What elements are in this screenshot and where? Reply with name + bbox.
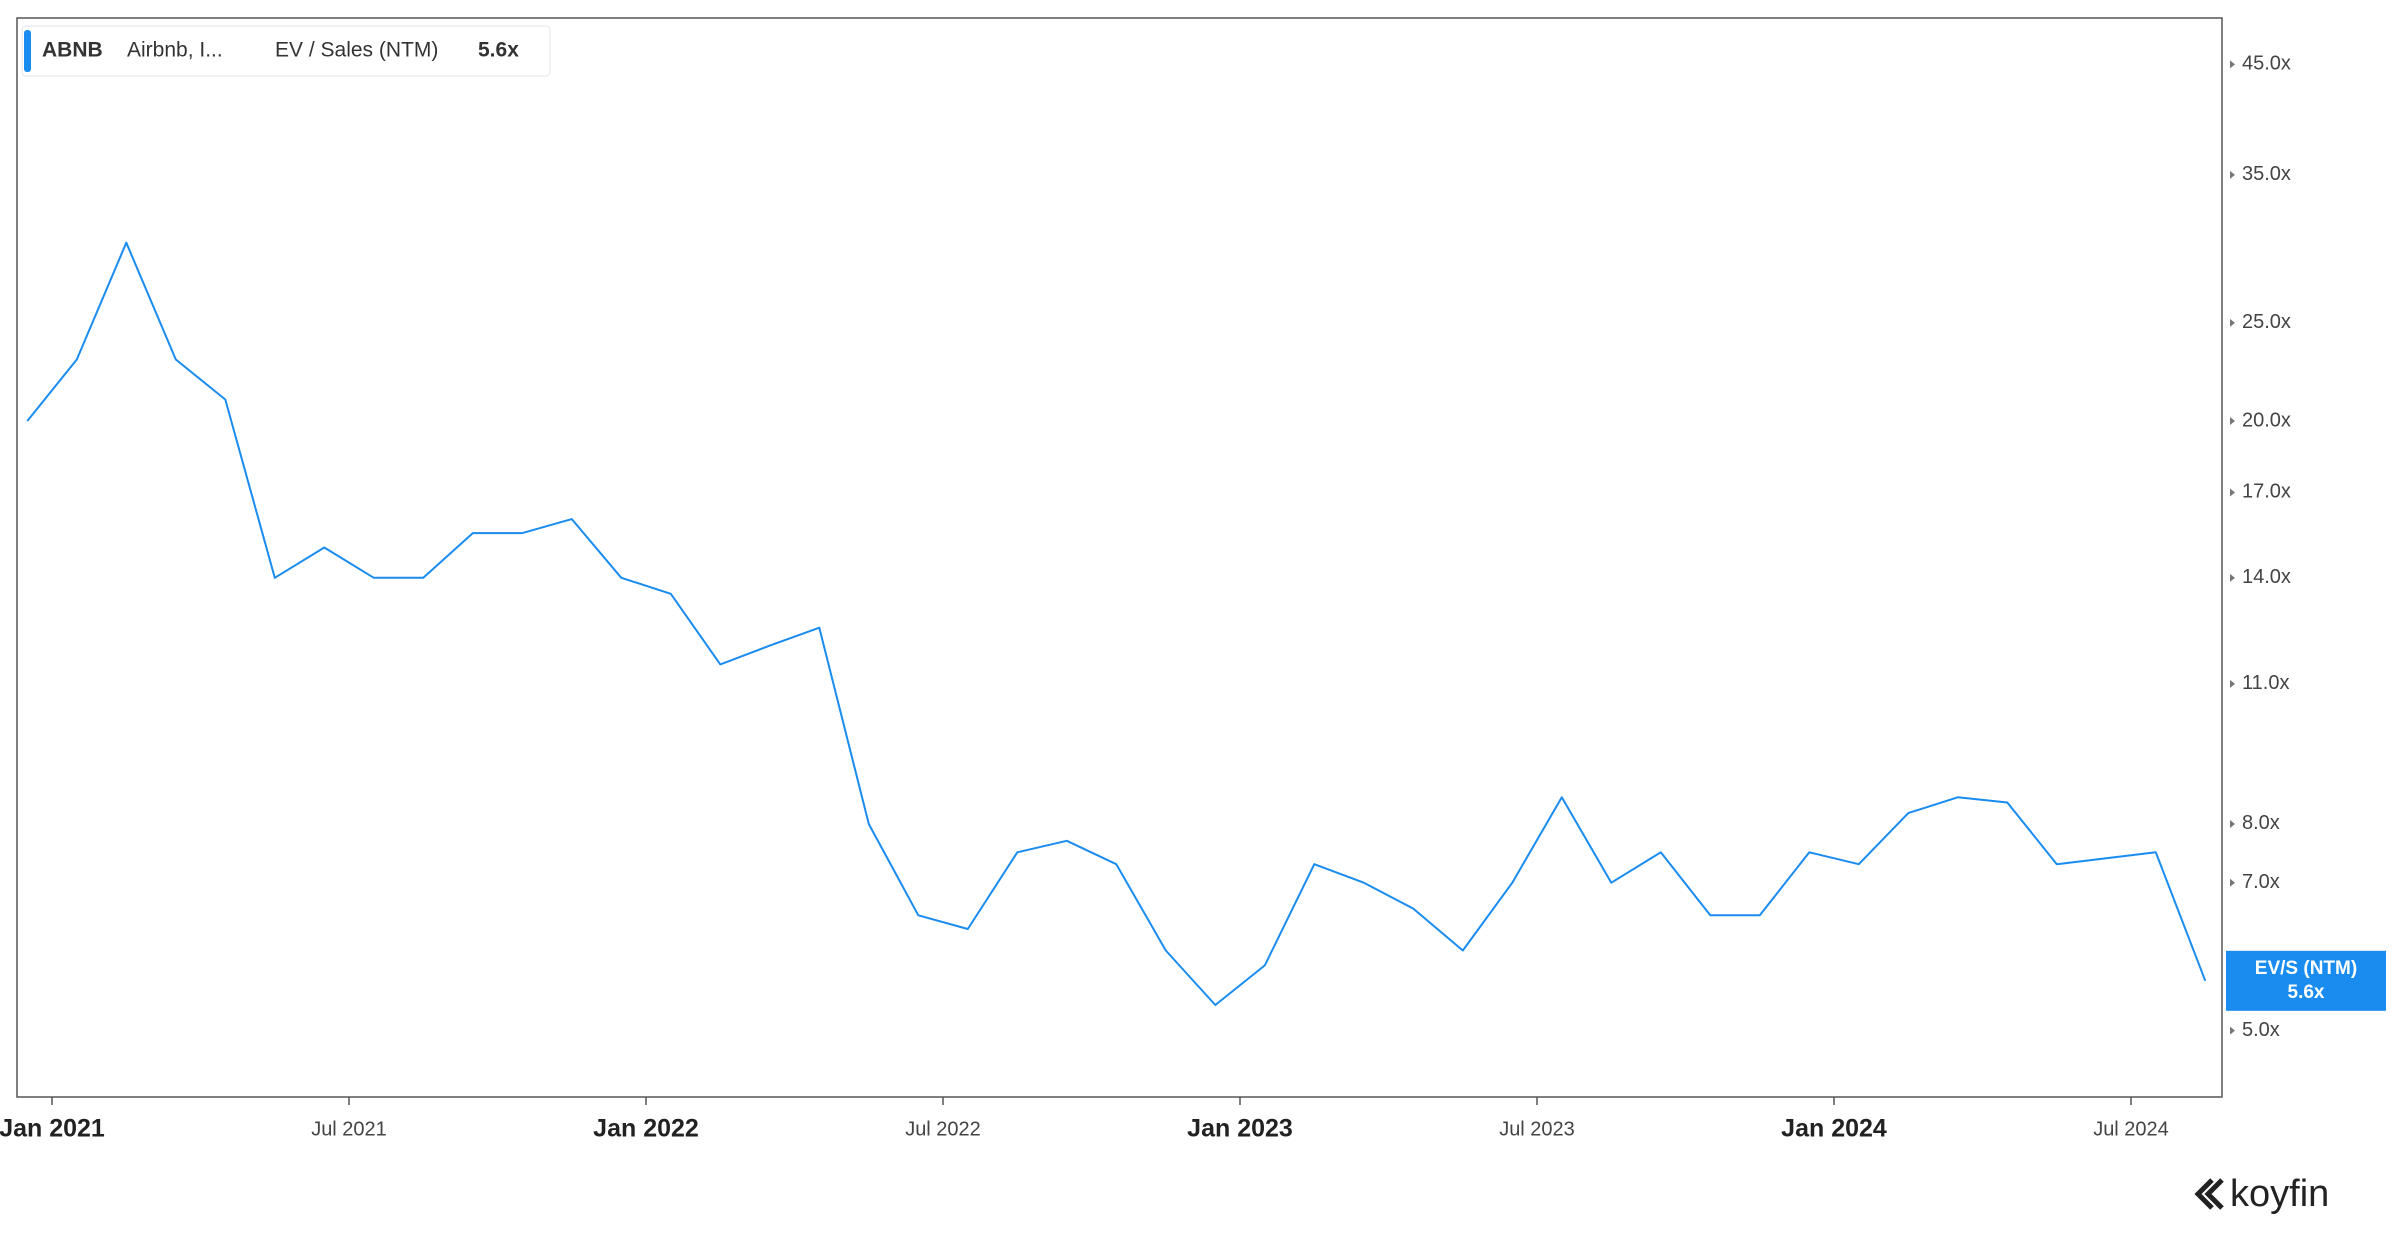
- y-tick-label: 35.0x: [2242, 163, 2291, 185]
- brand-icon: [2194, 1178, 2224, 1210]
- x-tick-label: Jan 2024: [1781, 1115, 1887, 1143]
- y-tick-mark: [2230, 679, 2235, 688]
- y-tick-mark: [2230, 170, 2235, 179]
- legend-metric: EV / Sales (NTM): [275, 39, 438, 62]
- brand: koyfin: [2194, 1173, 2329, 1215]
- price-tag-value: 5.6x: [2288, 982, 2325, 1003]
- y-tick-label: 20.0x: [2242, 409, 2291, 431]
- y-tick-label: 25.0x: [2242, 311, 2291, 333]
- y-tick-mark: [2230, 573, 2235, 582]
- x-tick-label: Jul 2022: [905, 1118, 981, 1140]
- y-tick-mark: [2230, 819, 2235, 828]
- price-tag-box: [2226, 950, 2386, 1011]
- legend-swatch: [24, 30, 31, 72]
- line: [26, 241, 2207, 1006]
- x-tick-label: Jul 2023: [1499, 1118, 1575, 1140]
- legend-box: [21, 25, 551, 77]
- legend: ABNB Airbnb, I... EV / Sales (NTM) 5.6x: [21, 25, 551, 77]
- y-tick-label: 8.0x: [2242, 812, 2280, 834]
- price-tag-label: EV/S (NTM): [2255, 958, 2357, 979]
- y-tick-label: 17.0x: [2242, 481, 2291, 503]
- x-tick-label: Jul 2024: [2093, 1118, 2169, 1140]
- y-tick-mark: [2230, 318, 2235, 327]
- y-tick-label: 14.0x: [2242, 566, 2291, 588]
- x-tick-label: Jan 2021: [0, 1115, 105, 1143]
- y-tick-label: 7.0x: [2242, 871, 2280, 893]
- plot-frame: [16, 17, 2223, 1098]
- y-tick-label: 45.0x: [2242, 53, 2291, 75]
- y-tick-mark: [2230, 878, 2235, 887]
- price-tag: EV/S (NTM) 5.6x: [2226, 950, 2386, 1011]
- legend-value: 5.6x: [478, 39, 519, 62]
- y-tick-mark: [2230, 1026, 2235, 1035]
- y-tick-label: 5.0x: [2242, 1019, 2280, 1041]
- brand-name: koyfin: [2230, 1173, 2329, 1215]
- legend-company: Airbnb, I...: [127, 39, 223, 62]
- x-tick-label: Jan 2023: [1187, 1115, 1293, 1143]
- legend-ticker: ABNB: [42, 39, 103, 62]
- y-tick-mark: [2230, 416, 2235, 425]
- y-tick-label: 11.0x: [2242, 672, 2289, 694]
- x-tick-label: Jul 2021: [311, 1118, 387, 1140]
- x-tick-label: Jan 2022: [593, 1115, 699, 1143]
- y-tick-mark: [2230, 488, 2235, 497]
- y-tick-mark: [2230, 60, 2235, 69]
